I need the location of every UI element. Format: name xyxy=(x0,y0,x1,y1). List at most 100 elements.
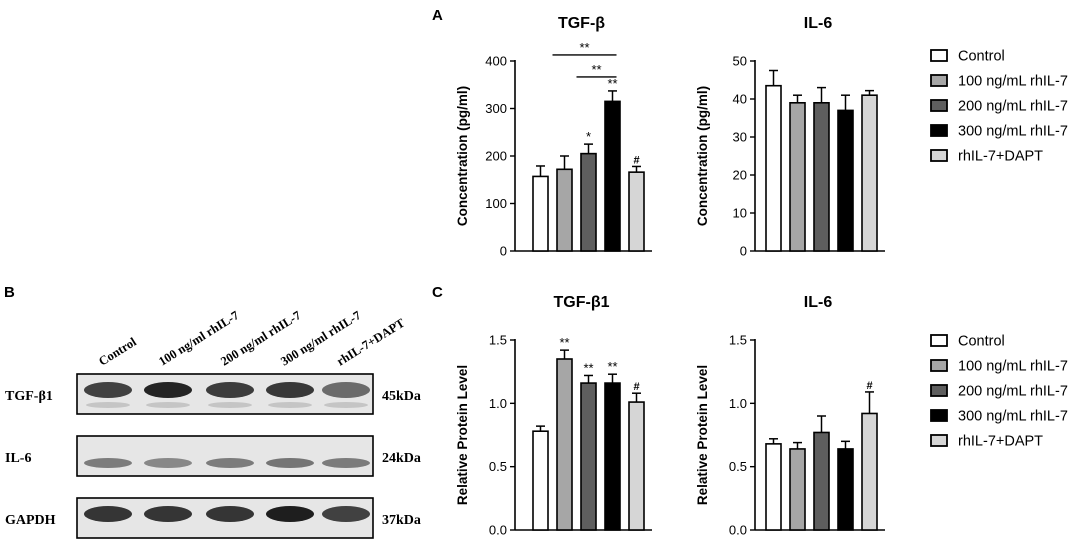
blot-band xyxy=(84,382,132,398)
blot-band xyxy=(144,506,192,522)
bar xyxy=(628,401,645,531)
blot-band xyxy=(144,382,192,398)
bar xyxy=(765,443,782,531)
legend-label: 100 ng/mL rhIL-7 xyxy=(958,359,1068,375)
y-tick-label: 100 xyxy=(485,196,507,211)
panel-label-a: A xyxy=(432,7,443,24)
legend-label: 300 ng/mL rhIL-7 xyxy=(958,124,1068,140)
bar xyxy=(580,382,597,531)
legend-label: Control xyxy=(958,49,1005,65)
y-tick-label: 0.0 xyxy=(489,523,507,538)
legend-label: 200 ng/mL rhIL-7 xyxy=(958,99,1068,115)
blot-band-faint xyxy=(146,402,190,408)
y-tick-label: 1.5 xyxy=(489,333,507,348)
legend-swatch xyxy=(930,409,948,422)
y-tick-label: 10 xyxy=(733,206,747,221)
significance-mark: ** xyxy=(559,335,569,350)
bracket-label: ** xyxy=(579,40,589,55)
legend-swatch xyxy=(930,124,948,137)
blot-band xyxy=(322,458,370,468)
significance-mark: # xyxy=(866,380,872,392)
blot-band xyxy=(206,506,254,522)
legend-top: Control 100 ng/mL rhIL-7 200 ng/mL rhIL-7 3… xyxy=(930,49,1068,165)
blot-band xyxy=(266,506,314,522)
legend-label: rhIL-7+DAPT xyxy=(958,434,1043,450)
molecular-weight-label: 37kDa xyxy=(382,513,421,528)
y-axis-label: Concentration (pg/ml) xyxy=(695,86,710,226)
y-tick-label: 50 xyxy=(733,54,747,69)
legend-label: 200 ng/mL rhIL-7 xyxy=(958,384,1068,400)
blot-band xyxy=(266,382,314,398)
bracket-label: ** xyxy=(591,62,601,77)
legend-swatch xyxy=(930,74,948,87)
blot-band-faint xyxy=(324,402,368,408)
significance-mark: ** xyxy=(583,360,593,375)
chart-title: IL-6 xyxy=(804,294,833,311)
legend-label: 100 ng/mL rhIL-7 xyxy=(958,74,1068,90)
bar xyxy=(532,175,549,252)
blot-band xyxy=(322,506,370,522)
y-axis-label: Relative Protein Level xyxy=(455,365,470,505)
blot-band xyxy=(322,382,370,398)
bar xyxy=(789,102,806,252)
legend-swatch xyxy=(930,359,948,372)
molecular-weight-label: 45kDa xyxy=(382,389,421,404)
legend-swatch xyxy=(930,384,948,397)
legend-swatch xyxy=(930,334,948,347)
legend-swatch xyxy=(930,99,948,112)
legend-swatch xyxy=(930,434,948,447)
chart-1: 0 10 20 30 40 50 IL-6 Concentration (pg/ml) xyxy=(695,15,885,259)
legend-label: Control xyxy=(958,334,1005,350)
blot-membrane xyxy=(76,435,374,477)
chart-0: 0 100 200 300 400 TGF-β Concentration (pg/ml) *… xyxy=(455,15,652,259)
blot-band-faint xyxy=(86,402,130,408)
legend-swatch xyxy=(930,149,948,162)
bar xyxy=(556,168,573,252)
protein-label: GAPDH xyxy=(5,513,56,528)
chart-title: TGF-β xyxy=(558,15,605,32)
bar xyxy=(604,100,621,252)
bar xyxy=(628,171,645,252)
molecular-weight-label: 24kDa xyxy=(382,451,421,466)
y-tick-label: 0 xyxy=(740,244,747,259)
blot-band xyxy=(84,458,132,468)
y-tick-label: 1.5 xyxy=(729,333,747,348)
y-tick-label: 0 xyxy=(500,244,507,259)
bar xyxy=(837,448,854,531)
chart-2: 0.0 0.5 1.0 1.5 TGF-β1 Relative Protein Level… xyxy=(455,294,652,538)
y-tick-label: 1.0 xyxy=(489,396,507,411)
bar xyxy=(580,152,597,252)
blot-band xyxy=(206,382,254,398)
y-tick-label: 300 xyxy=(485,101,507,116)
chart-3: 0.0 0.5 1.0 1.5 IL-6 Relative Protein Level # xyxy=(695,294,885,538)
bar xyxy=(813,102,830,252)
y-tick-label: 20 xyxy=(733,168,747,183)
blot-band-faint xyxy=(208,402,252,408)
blot-band xyxy=(206,458,254,468)
y-tick-label: 400 xyxy=(485,54,507,69)
legend-label: rhIL-7+DAPT xyxy=(958,149,1043,165)
chart-title: IL-6 xyxy=(804,15,833,32)
significance-mark: * xyxy=(586,129,591,144)
protein-label: TGF-β1 xyxy=(5,389,53,404)
y-tick-label: 30 xyxy=(733,130,747,145)
bar xyxy=(765,84,782,252)
significance-mark: ** xyxy=(607,359,617,374)
bar xyxy=(861,412,878,531)
legend-swatch xyxy=(930,49,948,62)
lane-label: Control xyxy=(96,334,139,368)
blot-band xyxy=(266,458,314,468)
chart-title: TGF-β1 xyxy=(554,294,610,311)
y-tick-label: 1.0 xyxy=(729,396,747,411)
bar xyxy=(604,382,621,531)
significance-mark: ** xyxy=(607,76,617,91)
protein-label: IL-6 xyxy=(5,451,31,466)
bar xyxy=(532,430,549,531)
y-tick-label: 0.5 xyxy=(489,459,507,474)
y-tick-label: 40 xyxy=(733,92,747,107)
blot-band xyxy=(144,458,192,468)
bar xyxy=(813,431,830,531)
bar xyxy=(789,448,806,531)
